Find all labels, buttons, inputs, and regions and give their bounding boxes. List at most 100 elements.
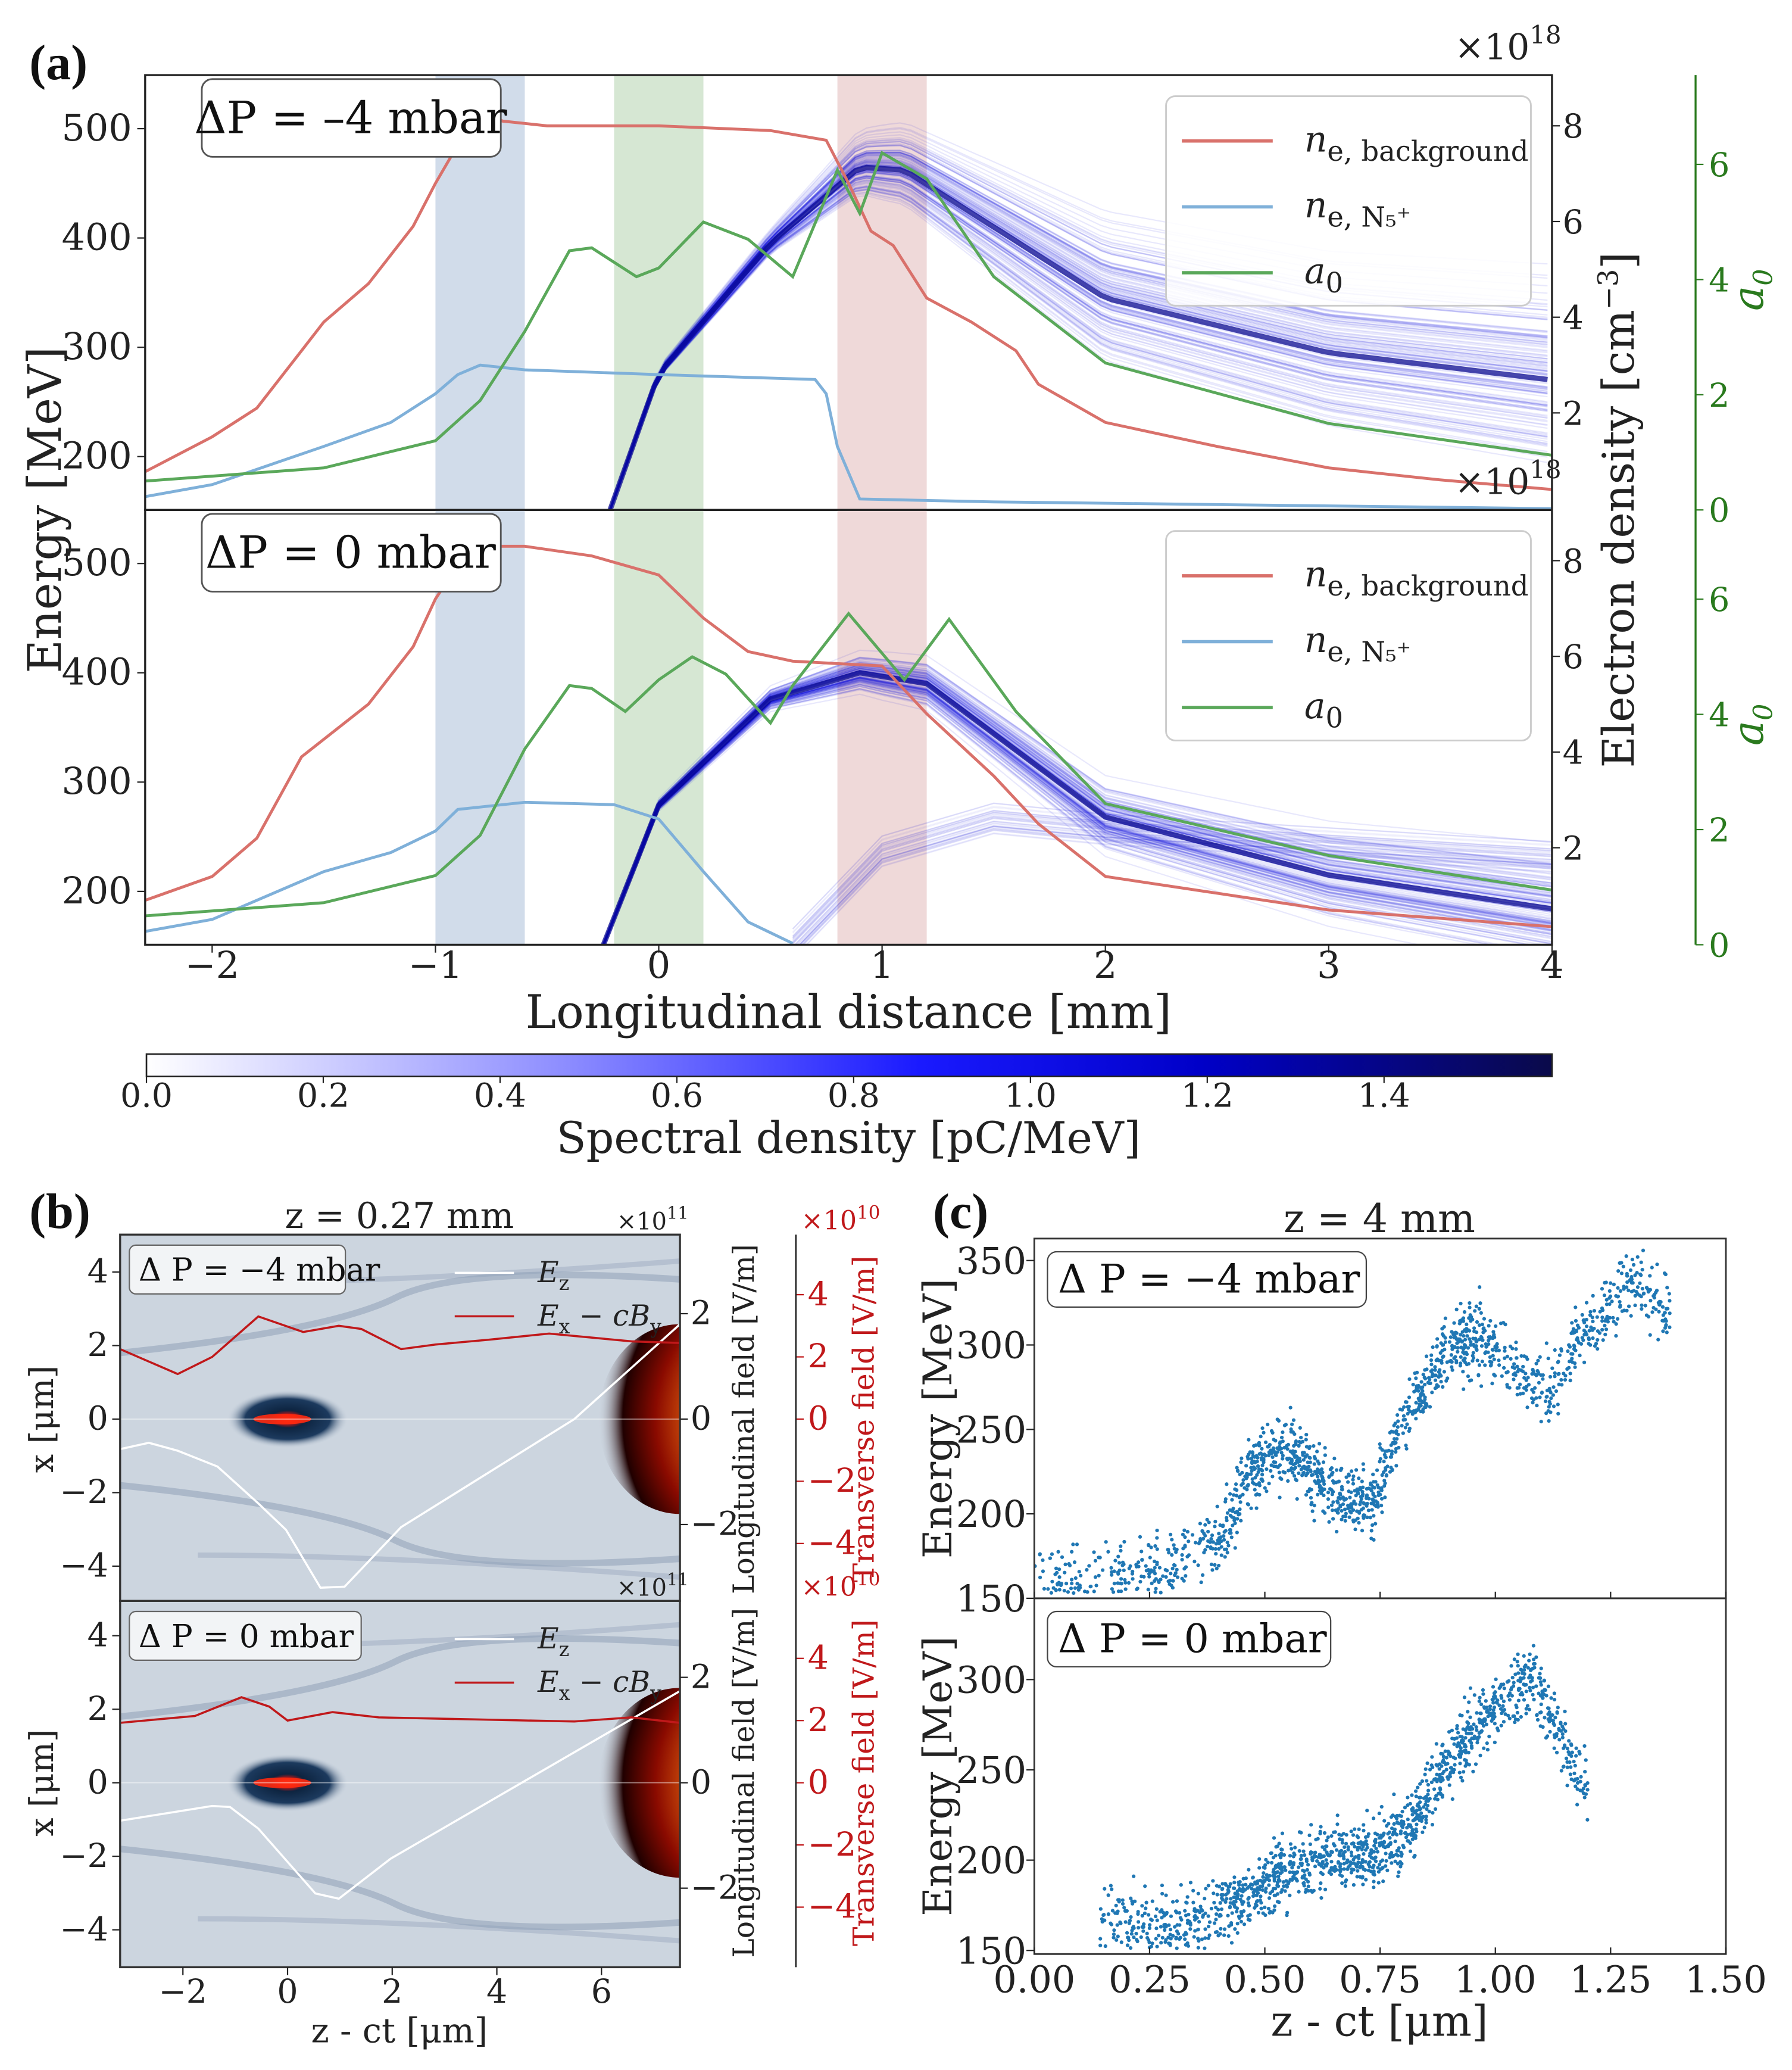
scatter-point <box>1662 1271 1667 1276</box>
scatter-point <box>1307 1445 1312 1449</box>
a0-label-sub: 0 <box>1748 704 1778 721</box>
y-axis-label: x [μm] <box>23 1366 61 1473</box>
scatter-point <box>1101 1568 1105 1572</box>
scatter-point <box>1441 1742 1445 1747</box>
scatter-point <box>1494 1324 1498 1329</box>
scatter-point <box>1575 1781 1580 1785</box>
scatter-point <box>1406 1795 1410 1800</box>
scatter-point <box>1375 1850 1380 1854</box>
scatter-point <box>1063 1570 1067 1575</box>
scatter-point <box>1421 1407 1425 1411</box>
scatter-point <box>1381 1879 1385 1884</box>
scatter-point <box>1501 1704 1505 1708</box>
scatter-point <box>1355 1487 1359 1491</box>
scatter-point <box>1563 1729 1568 1734</box>
scatter-point <box>1154 1914 1158 1919</box>
scatter-point <box>1251 1890 1256 1894</box>
scatter-point <box>1523 1371 1528 1376</box>
scatter-point <box>1510 1675 1515 1680</box>
scatter-point <box>1050 1579 1054 1583</box>
scatter-point <box>1467 1700 1471 1704</box>
scatter-point <box>1574 1746 1578 1750</box>
scatter-point <box>1546 1734 1550 1738</box>
scatter-point <box>1384 1864 1388 1868</box>
spectral-trace <box>604 688 1493 945</box>
scatter-point <box>1273 1904 1277 1909</box>
scatter-point <box>1343 1884 1348 1888</box>
scatter-point <box>1584 1324 1589 1329</box>
scatter-point <box>1524 1707 1528 1711</box>
scatter-point <box>1327 1520 1331 1524</box>
scatter-point <box>1425 1807 1429 1812</box>
scatter-point <box>1240 1914 1244 1918</box>
scatter-point <box>1357 1511 1362 1515</box>
scatter-point <box>1230 1498 1234 1502</box>
scatter-point <box>1230 1911 1234 1915</box>
scatter-point <box>1332 1830 1336 1834</box>
scatter-point <box>1363 1841 1368 1845</box>
scatter-point <box>1326 1491 1331 1495</box>
scatter-point <box>1440 1764 1444 1768</box>
scatter-point <box>1496 1728 1500 1733</box>
scatter-point <box>1588 1313 1593 1317</box>
scatter-point <box>1220 1887 1224 1891</box>
y-tick-label: 300 <box>956 1658 1026 1701</box>
scatter-point <box>1355 1875 1359 1879</box>
scatter-point <box>1575 1336 1579 1340</box>
scatter-point <box>1097 1573 1101 1578</box>
scatter-point <box>1115 1911 1119 1916</box>
scatter-point <box>1297 1444 1301 1448</box>
scatter-point <box>1550 1713 1554 1717</box>
scatter-point <box>1395 1832 1399 1837</box>
scatter-point <box>1340 1508 1344 1513</box>
scatter-point <box>1456 1346 1460 1350</box>
y-axis-label: Energy [MeV] <box>18 347 72 674</box>
scatter-point <box>1455 1744 1459 1748</box>
scatter-point <box>1138 1579 1142 1584</box>
scatter-point <box>1343 1845 1347 1849</box>
scatter-point <box>1249 1466 1253 1470</box>
wake-arc <box>120 1845 680 1931</box>
scatter-point <box>1435 1337 1440 1341</box>
scatter-point <box>1333 1865 1337 1869</box>
scatter-point <box>1389 1455 1394 1459</box>
scatter-point <box>1479 1712 1483 1716</box>
scatter-point <box>1309 1502 1313 1507</box>
spectral-trace <box>604 688 1494 945</box>
y2-tick-label: 4 <box>1563 300 1584 338</box>
scatter-point <box>1633 1303 1637 1308</box>
scatter-point <box>1288 1405 1293 1410</box>
scatter-point <box>1212 1900 1216 1905</box>
scatter-point <box>1368 1851 1372 1856</box>
scatter-point <box>1228 1901 1232 1905</box>
scatter-point <box>1165 1569 1169 1573</box>
scatter-point <box>1468 1329 1472 1333</box>
scatter-point <box>1516 1664 1520 1668</box>
scatter-point <box>1150 1581 1154 1585</box>
scatter-point <box>1535 1713 1539 1717</box>
scatter-point <box>1286 1479 1290 1483</box>
scatter-point <box>1349 1829 1353 1834</box>
scatter-point <box>1371 1472 1375 1477</box>
scatter-point <box>1454 1337 1459 1341</box>
scatter-point <box>1482 1719 1487 1723</box>
scatter-point <box>1315 1467 1320 1472</box>
scatter-point <box>1356 1516 1360 1520</box>
scatter-point <box>1357 1827 1361 1831</box>
scatter-point <box>1421 1815 1426 1819</box>
scatter-point <box>1229 1531 1233 1535</box>
scatter-point <box>1206 1884 1210 1888</box>
scatter-point <box>1181 1532 1185 1536</box>
scatter-point <box>1476 1373 1481 1377</box>
scatter-point <box>1201 1536 1206 1541</box>
scatter-point <box>1322 1831 1327 1835</box>
scatter-point <box>1166 1935 1170 1940</box>
scatter-point <box>1319 1825 1323 1829</box>
scatter-point <box>1419 1386 1423 1391</box>
scatter-point <box>1320 1854 1325 1859</box>
scatter-point <box>1382 1460 1386 1464</box>
Ex-tick-label: −2 <box>808 1826 857 1864</box>
x-tick-label: 1.00 <box>1454 1957 1537 2001</box>
scatter-point <box>1225 1511 1230 1515</box>
scatter-point <box>1280 1847 1284 1852</box>
